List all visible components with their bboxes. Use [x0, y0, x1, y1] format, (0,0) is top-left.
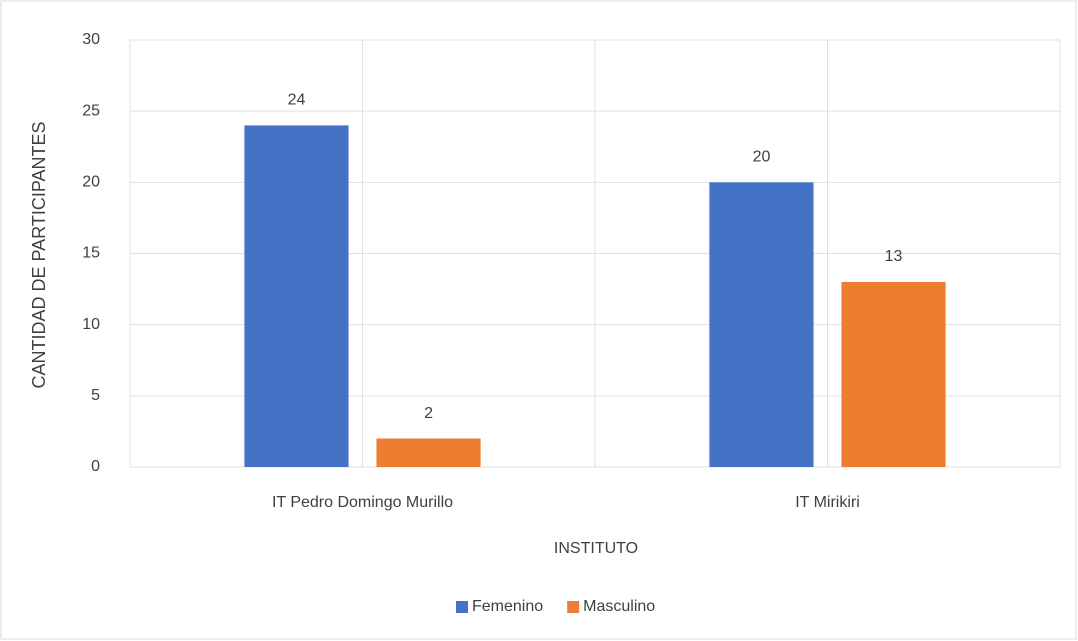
y-tick-label: 25 — [82, 102, 100, 119]
y-tick-label: 0 — [91, 458, 100, 475]
data-label: 2 — [424, 405, 433, 422]
data-label: 24 — [288, 92, 306, 109]
legend-swatch — [456, 601, 468, 613]
x-axis-title: INSTITUTO — [554, 540, 638, 557]
y-axis-title: CANTIDAD DE PARTICIPANTES — [29, 121, 49, 388]
legend-label: Masculino — [583, 598, 655, 615]
y-tick-label: 20 — [82, 174, 100, 191]
data-label: 20 — [753, 149, 771, 166]
data-label: 13 — [885, 248, 903, 265]
legend-swatch — [567, 601, 580, 613]
y-tick-label: 5 — [91, 387, 100, 404]
bar — [244, 125, 349, 468]
bar — [841, 281, 946, 467]
x-tick-label: IT Pedro Domingo Murillo — [272, 494, 453, 511]
x-tick-label: IT Mirikiri — [795, 494, 860, 511]
y-tick-label: 15 — [82, 245, 100, 262]
y-tick-label: 30 — [82, 31, 100, 48]
bar — [376, 438, 481, 467]
y-tick-label: 10 — [82, 316, 100, 333]
legend-label: Femenino — [472, 598, 543, 615]
bar — [709, 182, 814, 468]
